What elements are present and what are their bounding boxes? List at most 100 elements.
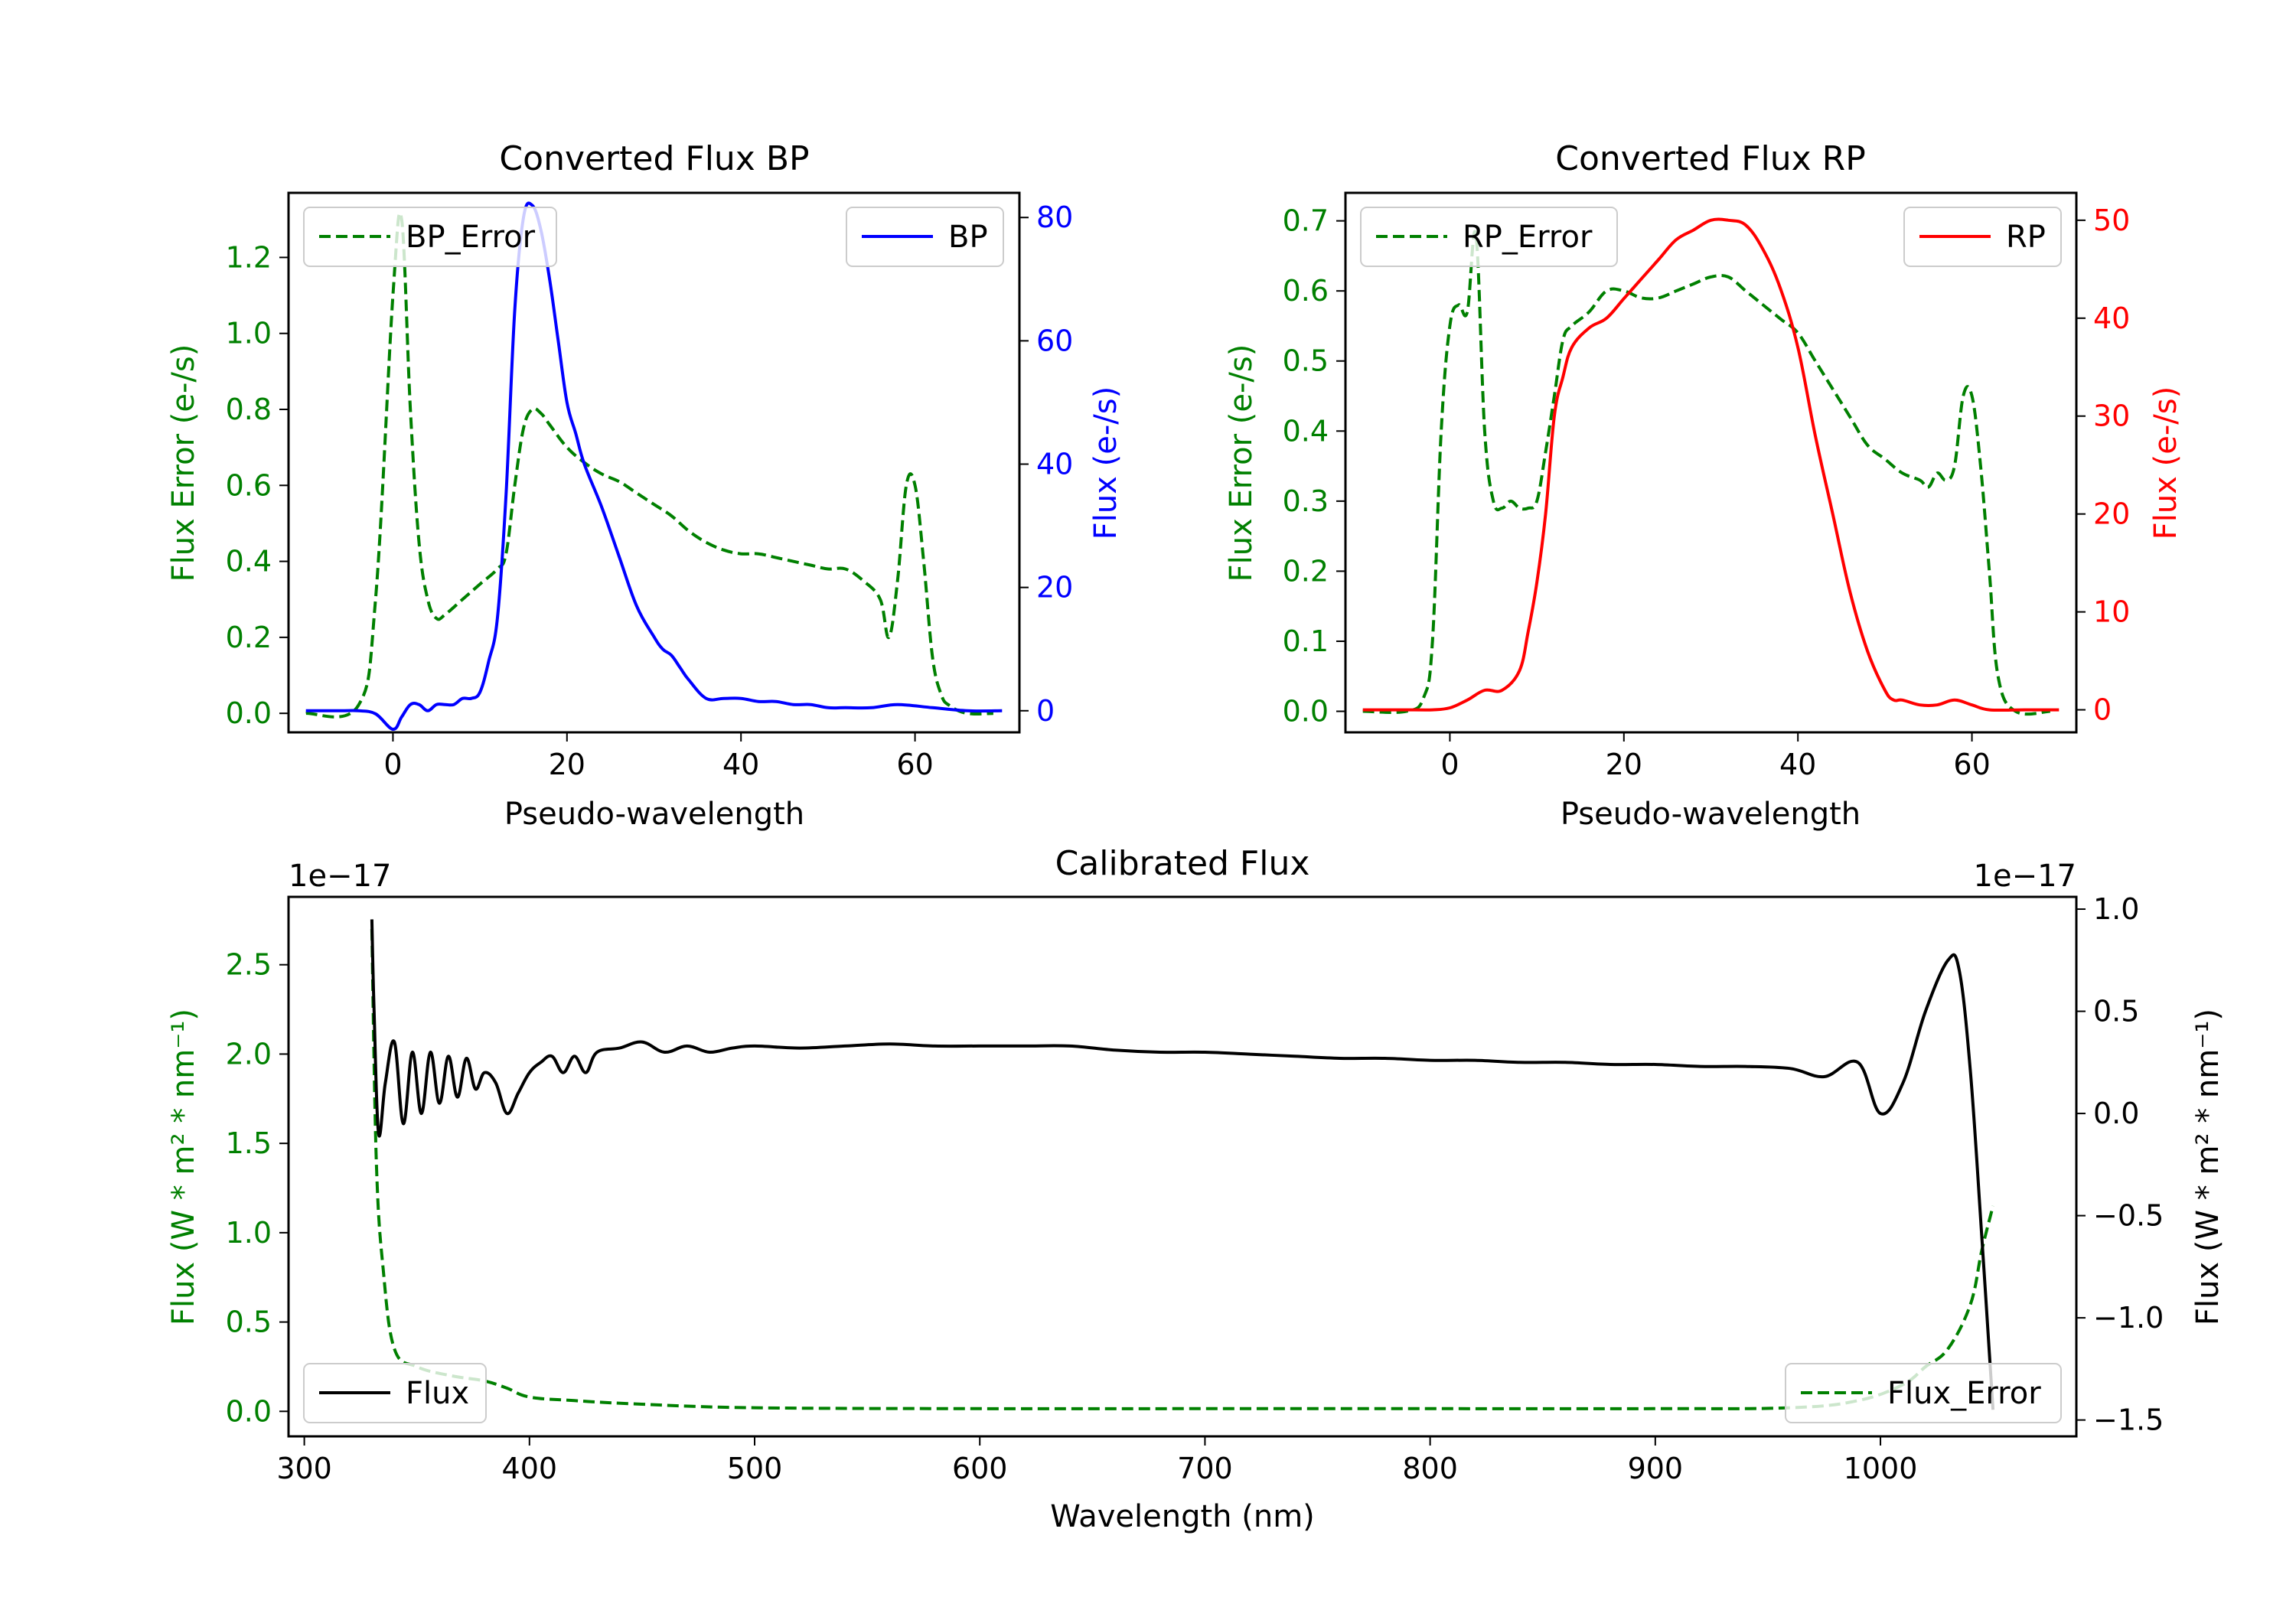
panel-rp-left-tick-label: 0.3: [1283, 484, 1329, 518]
panel-rp-frame: [1344, 191, 2078, 734]
panel-rp-right-tick-label: 40: [2093, 302, 2130, 335]
panel-rp-legend-flux[interactable]: RP: [1903, 207, 2062, 267]
panel-cal-right-tick-label: −1.5: [2093, 1403, 2164, 1437]
panel-rp-right-tick-label: 10: [2093, 595, 2130, 629]
series-bp-line: [305, 201, 1003, 731]
panel-bp: Converted Flux BP 0 20 40 60 0.00.20.40.60.…: [166, 139, 1124, 832]
panel-bp-legend-error[interactable]: BP_Error: [303, 207, 557, 267]
panel-cal-right-tick-label: 0.0: [2093, 1097, 2139, 1130]
panel-bp-right-tick-label: 60: [1036, 324, 1073, 357]
panel-bp-legend-error-label: BP_Error: [406, 220, 536, 255]
panel-rp-plot: [1362, 217, 2060, 716]
panel-cal-title: Calibrated Flux: [1055, 844, 1310, 883]
panel-bp-x-ticks: 0 20 40 60: [383, 732, 934, 781]
panel-bp-right-tick-label: 0: [1036, 694, 1055, 728]
panel-bp-left-tick-label: 0.2: [226, 621, 272, 654]
panel-bp-plot: [305, 201, 1003, 731]
panel-bp-right-tick-label: 80: [1036, 200, 1073, 234]
panel-rp-left-ticks: 0.0 0.1 0.2 0.3 0.4 0.5 0.6 0.7: [1283, 204, 1345, 729]
panel-rp-x-tick-label: 0: [1440, 748, 1459, 781]
series-rp-line: [1362, 217, 2060, 712]
panel-rp-right-tick-label: 50: [2093, 204, 2130, 237]
panel-bp-left-tick-label: 1.2: [226, 240, 272, 274]
panel-cal: Calibrated Flux 300 400 500 600 700 800 900 100…: [166, 844, 2226, 1534]
panel-bp-title: Converted Flux BP: [499, 139, 809, 178]
panel-rp-left-tick-label: 0.4: [1283, 414, 1329, 448]
panel-rp-right-tick-label: 20: [2093, 497, 2130, 531]
panel-bp-x-tick-label: 40: [722, 748, 759, 781]
panel-cal-legend-flux[interactable]: Flux: [303, 1363, 487, 1423]
panel-cal-x-tick-label: 400: [502, 1452, 558, 1485]
panel-bp-x-tick-label: 0: [383, 748, 402, 781]
panel-cal-x-tick-label: 1000: [1844, 1452, 1918, 1485]
panel-cal-right-tick-label: −1.0: [2093, 1301, 2164, 1335]
panel-rp-right-label: Flux (e-/s): [2148, 386, 2183, 539]
panel-cal-right-label: Flux (W * m² * nm⁻¹): [2190, 1009, 2226, 1325]
panel-rp-left-tick-label: 0.5: [1283, 344, 1329, 378]
panel-rp-x-ticks: 0 20 40 60: [1440, 732, 1991, 781]
panel-rp-left-tick-label: 0.2: [1283, 554, 1329, 588]
panel-cal-left-offset: 1e−17: [289, 859, 391, 894]
panel-rp-left-label: Flux Error (e-/s): [1224, 344, 1259, 582]
panel-cal-left-ticks: 0.0 0.5 1.0 1.5 2.0 2.5: [226, 948, 289, 1428]
panel-bp-left-tick-label: 0.8: [226, 393, 272, 426]
panel-bp-x-tick-label: 60: [896, 748, 933, 781]
panel-cal-left-tick-label: 2.0: [226, 1037, 272, 1071]
panel-cal-x-tick-label: 900: [1628, 1452, 1684, 1485]
panel-rp-x-tick-label: 40: [1779, 748, 1816, 781]
panel-bp-x-tick-label: 20: [549, 748, 585, 781]
panel-bp-left-ticks: 0.0 0.2 0.4 0.6 0.8 1.0 1.2: [226, 240, 289, 730]
panel-bp-left-tick-label: 0.0: [226, 696, 272, 730]
panel-cal-left-tick-label: 2.5: [226, 948, 272, 982]
panel-rp-title: Converted Flux RP: [1555, 139, 1866, 178]
panel-rp-left-tick-label: 0.0: [1283, 695, 1329, 729]
panel-bp-left-tick-label: 0.6: [226, 468, 272, 502]
panel-bp-right-tick-label: 40: [1036, 448, 1073, 481]
panel-rp-left-tick-label: 0.7: [1283, 204, 1329, 238]
panel-bp-left-tick-label: 1.0: [226, 317, 272, 350]
panel-rp-legend-error-box: [1360, 207, 1618, 267]
panel-cal-x-ticks: 300 400 500 600 700 800 900 1000: [276, 1436, 1917, 1485]
panel-cal-right-tick-label: 0.5: [2093, 995, 2139, 1028]
panel-cal-legend-flux-label: Flux: [406, 1376, 469, 1411]
panel-cal-x-label: Wavelength (nm): [1050, 1499, 1315, 1534]
panel-cal-legend-error-box: [1785, 1363, 2062, 1423]
panel-cal-x-tick-label: 600: [952, 1452, 1008, 1485]
panel-cal-x-tick-label: 700: [1177, 1452, 1233, 1485]
panel-cal-plot: [370, 919, 1995, 1410]
panel-bp-legend-flux-label: BP: [948, 220, 988, 255]
panel-cal-left-tick-label: 1.5: [226, 1126, 272, 1160]
panel-cal-legend-error[interactable]: Flux_Error: [1785, 1363, 2062, 1423]
panel-bp-frame: [287, 191, 1021, 734]
panel-rp-legend-flux-label: RP: [2006, 220, 2046, 255]
panel-rp-right-ticks: 0 10 20 30 40 50: [2076, 204, 2130, 727]
panel-rp: Converted Flux RP 0 20 40 60 0.0 0.1 0.2 0.3 0.…: [1224, 139, 2183, 832]
panel-bp-right-tick-label: 20: [1036, 571, 1073, 605]
panel-cal-right-tick-label: 1.0: [2093, 892, 2139, 926]
panel-bp-right-label: Flux (e-/s): [1088, 386, 1124, 539]
series-flux-line: [370, 919, 1995, 1410]
panel-cal-left-tick-label: 1.0: [226, 1216, 272, 1250]
series-bp-error-line: [305, 211, 993, 719]
panel-bp-legend-flux[interactable]: BP: [846, 207, 1004, 267]
panel-cal-legend-error-label: Flux_Error: [1887, 1376, 2041, 1411]
panel-rp-x-tick-label: 60: [1953, 748, 1990, 781]
panel-cal-frame: [287, 895, 2078, 1438]
panel-cal-legend-flux-box: [303, 1363, 487, 1423]
panel-cal-right-ticks: −1.5 −1.0 −0.5 0.0 0.5 1.0: [2076, 892, 2164, 1437]
panel-bp-left-tick-label: 0.4: [226, 545, 272, 579]
panel-cal-left-label: Flux (W * m² * nm⁻¹): [166, 1009, 201, 1325]
panel-rp-legend-error-label: RP_Error: [1463, 220, 1593, 255]
panel-rp-right-tick-label: 30: [2093, 399, 2130, 433]
panel-bp-x-label: Pseudo-wavelength: [504, 797, 804, 832]
panel-rp-legend-error[interactable]: RP_Error: [1360, 207, 1618, 267]
panel-cal-x-tick-label: 800: [1402, 1452, 1458, 1485]
panel-cal-left-tick-label: 0.5: [226, 1305, 272, 1339]
panel-bp-right-ticks: 0 20 40 60 80: [1019, 200, 1073, 728]
panel-rp-x-label: Pseudo-wavelength: [1561, 797, 1861, 832]
panel-cal-left-tick-label: 0.0: [226, 1394, 272, 1428]
panel-cal-right-tick-label: −0.5: [2093, 1199, 2164, 1233]
panel-rp-left-tick-label: 0.1: [1283, 624, 1329, 658]
